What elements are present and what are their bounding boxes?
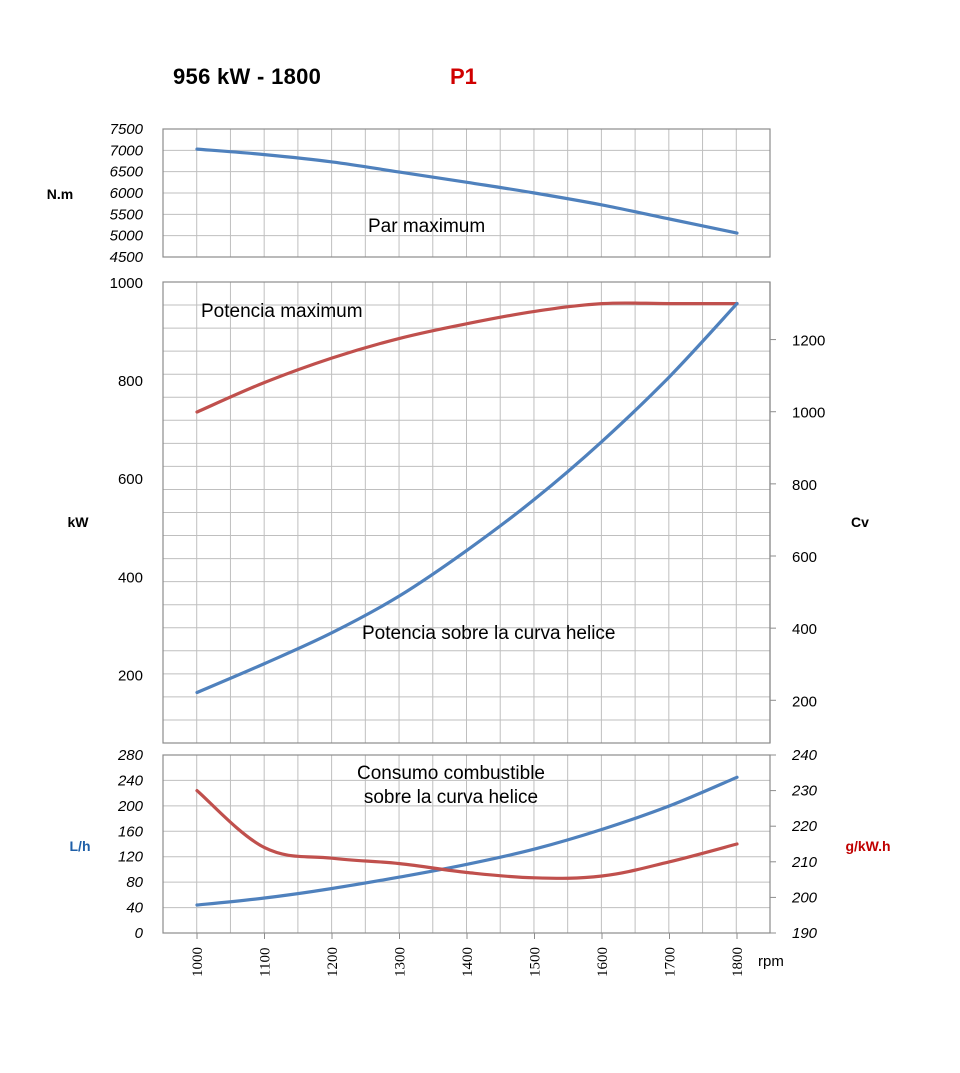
grid-layer	[163, 129, 770, 933]
consumption-y2-tick: 220	[791, 818, 818, 835]
torque-panel-frame	[162, 128, 771, 258]
max-power-line	[195, 301, 739, 414]
x-axis-label: rpm	[758, 953, 784, 970]
x-tick: 1700	[663, 947, 679, 977]
consumption-y-tick: 80	[126, 874, 143, 891]
power-y-tick: 200	[118, 667, 143, 684]
torque-y-tick: 7000	[110, 142, 144, 159]
consumption-y-tick: 200	[117, 798, 144, 815]
torque-y-tick: 5000	[110, 228, 144, 245]
power-y-tick: 600	[118, 471, 143, 488]
propeller-power-line	[195, 302, 739, 695]
chart-header-title: 956 kW - 1800	[173, 64, 322, 89]
power-y2-tick: 1200	[792, 333, 825, 350]
power-y2-tick: 400	[792, 621, 817, 638]
torque-annotation: Par maximum	[368, 216, 485, 237]
x-tick: 1200	[325, 947, 341, 977]
max-power-annotation: Potencia maximum	[201, 301, 363, 322]
x-tick: 1400	[460, 947, 476, 977]
power-y-tick: 400	[118, 569, 143, 586]
consumption-y-tick: 40	[126, 900, 143, 917]
x-tick: 1800	[730, 947, 746, 977]
power-y-tick: 1000	[110, 275, 143, 292]
consumption-y2-tick: 210	[791, 854, 818, 871]
series-layer	[195, 147, 739, 907]
panel-frames	[162, 128, 776, 939]
specific-consumption-line	[195, 789, 739, 880]
consumption-y-tick: 240	[117, 772, 144, 789]
consumption-y-tick: 120	[118, 849, 144, 866]
consumption-y2-tick: 190	[792, 925, 818, 942]
consumption-y-tick: 0	[135, 925, 144, 942]
power-y2-label: Cv	[851, 514, 869, 530]
consumption-annotation-line1: Consumo combustible	[357, 763, 545, 784]
chart-header-tag: P1	[450, 64, 477, 89]
power-y-label: kW	[68, 514, 90, 530]
torque-y-tick: 6500	[110, 164, 144, 181]
power-y2-tick: 1000	[792, 405, 825, 422]
consumption-y2-tick: 230	[791, 783, 818, 800]
power-y-tick: 800	[118, 373, 143, 390]
consumption-y-tick: 280	[117, 747, 144, 764]
x-tick: 1600	[595, 947, 611, 977]
power-y2-tick: 800	[792, 477, 817, 494]
torque-y-tick: 6000	[110, 185, 144, 202]
torque-y-tick: 4500	[110, 249, 144, 266]
x-tick: 1100	[258, 948, 274, 977]
power-y2-tick: 600	[792, 549, 817, 566]
propeller-power-annotation: Potencia sobre la curva helice	[362, 623, 615, 644]
consumption-y2-label: g/kW.h	[845, 838, 890, 854]
torque-y-tick: 5500	[110, 206, 144, 223]
consumption-annotation-line2: sobre la curva helice	[364, 787, 538, 808]
x-tick: 1500	[528, 947, 544, 977]
consumption-y-tick: 160	[118, 823, 144, 840]
fuel-lh-line	[195, 775, 739, 907]
consumption-y2-tick: 240	[791, 747, 818, 764]
x-tick: 1300	[393, 947, 409, 977]
consumption-y-label: L/h	[70, 838, 91, 854]
torque-y-tick: 7500	[110, 121, 144, 138]
torque-line	[195, 147, 739, 235]
torque-y-label: N.m	[47, 186, 73, 202]
x-tick: 1000	[190, 947, 206, 977]
power-y2-tick: 200	[792, 693, 817, 710]
consumption-y2-tick: 200	[791, 889, 818, 906]
